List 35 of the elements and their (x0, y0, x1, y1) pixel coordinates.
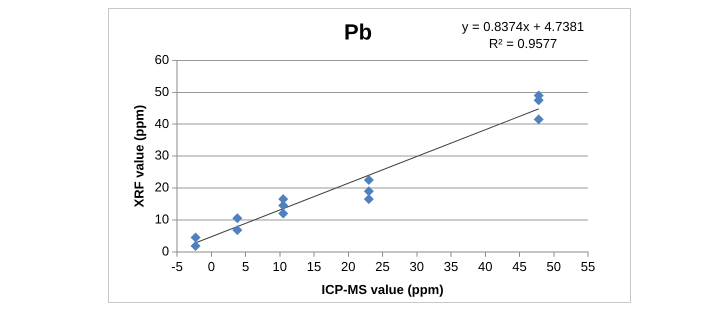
chart-title: Pb (344, 19, 372, 44)
y-tick-label: 0 (162, 243, 170, 258)
y-tick-label: 30 (154, 148, 170, 163)
point (364, 175, 374, 186)
x-tick-label: 50 (546, 259, 561, 274)
point (278, 208, 288, 219)
x-tick-label: 55 (580, 259, 596, 274)
y-axis-title: XRF value (ppm) (131, 104, 146, 208)
x-tick-label: 30 (410, 259, 424, 274)
point (364, 194, 374, 204)
y-tick-label: 10 (154, 211, 170, 226)
x-tick-label: -5 (171, 259, 183, 274)
x-tick-label: 5 (242, 259, 250, 274)
x-tick-label: 15 (306, 259, 322, 274)
point (364, 186, 374, 196)
y-tick-label: 40 (154, 116, 170, 131)
y-tick-label: 50 (154, 84, 170, 99)
x-tick-label: 40 (478, 259, 492, 274)
y-tick-label: 60 (154, 52, 170, 67)
point (190, 232, 201, 242)
x-tick-label: 0 (208, 259, 215, 274)
text: y = 0.8374x + 4.7381 (462, 19, 584, 34)
point (278, 200, 288, 211)
x-tick-label: 25 (375, 259, 390, 274)
point (232, 213, 242, 224)
point (232, 225, 242, 236)
x-tick-label: 35 (444, 259, 458, 274)
x-tick-label: 45 (512, 259, 527, 274)
y-tick-label: 20 (154, 180, 170, 195)
point (190, 241, 201, 252)
x-axis-title: ICP-MS value (ppm) (321, 282, 444, 297)
text: R² = 0.9577 (488, 36, 558, 51)
x-tick-label: 20 (341, 259, 356, 274)
point (534, 114, 544, 124)
x-tick-label: 10 (272, 259, 288, 274)
